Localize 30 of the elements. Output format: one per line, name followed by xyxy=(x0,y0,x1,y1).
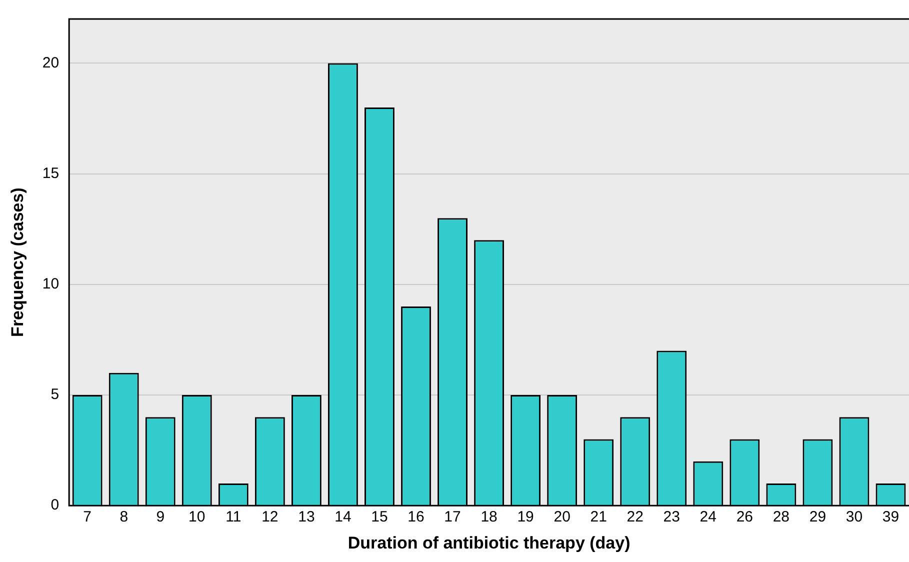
x-tick-label: 29 xyxy=(809,508,826,526)
x-axis-title: Duration of antibiotic therapy (day) xyxy=(348,533,630,552)
x-tick-label: 28 xyxy=(772,508,790,526)
y-tick-label: 10 xyxy=(42,276,60,293)
x-tick-label: 9 xyxy=(156,508,165,526)
y-tick-label: 20 xyxy=(42,54,60,72)
x-tick-label: 23 xyxy=(663,508,680,526)
x-tick-label: 14 xyxy=(334,508,352,526)
x-tick-label: 17 xyxy=(444,508,461,526)
x-tick-label: 26 xyxy=(736,508,754,526)
x-tick-label: 10 xyxy=(188,508,206,526)
x-tick-label: 30 xyxy=(846,508,863,526)
x-tick-label: 16 xyxy=(408,508,424,526)
x-tick-label: 12 xyxy=(262,508,278,526)
x-tick-label: 24 xyxy=(700,508,716,526)
x-tick-label: 39 xyxy=(882,508,900,526)
x-tick-label: 21 xyxy=(590,508,607,526)
y-tick-label: 15 xyxy=(42,164,60,182)
y-tick-label: 0 xyxy=(50,496,60,514)
x-tick-label: 8 xyxy=(120,508,128,526)
x-tick-label: 15 xyxy=(371,508,388,526)
x-tick-label: 7 xyxy=(83,508,92,526)
x-tick-label: 18 xyxy=(480,508,498,526)
y-tick-label: 5 xyxy=(50,386,60,404)
x-tick-label: 11 xyxy=(226,508,242,526)
x-tick-label: 13 xyxy=(298,508,315,526)
x-tick-label: 20 xyxy=(554,508,570,526)
x-tick-label: 19 xyxy=(517,508,534,526)
y-axis-title: Frequency (cases) xyxy=(8,188,27,337)
x-tick-label: 22 xyxy=(626,508,644,526)
